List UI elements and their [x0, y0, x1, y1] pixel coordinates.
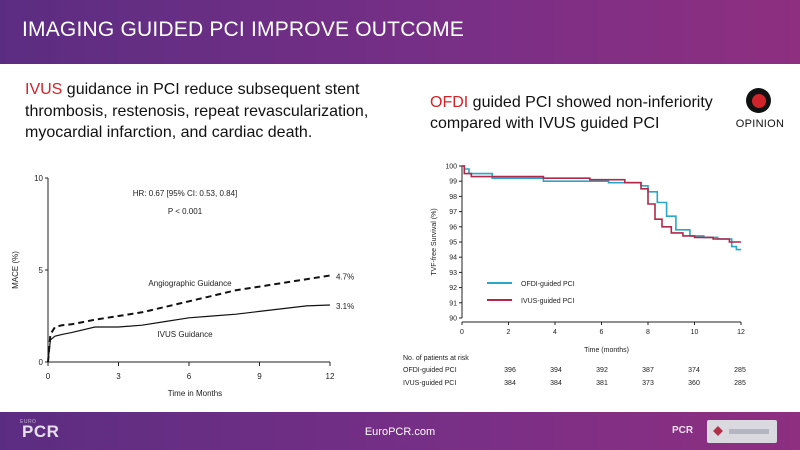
left-y-tick-label: 10	[34, 174, 43, 183]
risk-table-cell: 285	[734, 380, 746, 387]
left-x-tick-label: 6	[187, 372, 192, 381]
right-x-tick-label: 10	[691, 329, 699, 336]
right-y-tick-label: 95	[449, 240, 457, 247]
risk-table-cell: 394	[550, 367, 562, 374]
risk-table-cell: 373	[642, 380, 654, 387]
right-y-tick-label: 98	[449, 194, 457, 201]
left-y-tick-label: 5	[39, 266, 44, 275]
left-series-line-0	[47, 274, 331, 363]
opinion-dot-icon	[751, 93, 766, 108]
risk-table-cell: 374	[688, 367, 700, 374]
right-y-tick-label: 99	[449, 179, 457, 186]
risk-table-cell: 285	[734, 367, 746, 374]
left-p-annotation: P < 0.001	[168, 207, 203, 216]
left-x-axis-label: Time in Months	[168, 389, 222, 398]
left-x-tick-label: 12	[326, 372, 335, 381]
right-series-line-1	[462, 165, 741, 243]
right-x-tick-label: 6	[600, 329, 604, 336]
right-chart: 90 91 92 93 94 95 96 97 98 99 100 0 2 4 6 8 10 12 Time (mo…	[403, 164, 746, 388]
opinion-label: OPINION	[735, 118, 785, 130]
left-series-end-label-0: 4.7%	[336, 273, 354, 282]
slide-title: IMAGING GUIDED PCI IMPROVE OUTCOME	[22, 18, 464, 41]
risk-table-cell: 381	[596, 380, 608, 387]
right-x-axis-label: Time (months)	[584, 347, 629, 354]
risk-table-cell: 387	[642, 367, 654, 374]
left-series-line-1	[47, 304, 331, 363]
left-x-tick-label: 0	[46, 372, 51, 381]
left-statement: IVUS guidance in PCI reduce subsequent s…	[25, 79, 385, 144]
right-x-tick-label: 4	[553, 329, 557, 336]
right-body: guided PCI showed non-inferiority compar…	[430, 94, 713, 132]
left-hr-annotation: HR: 0.67 [95% CI: 0.53, 0.84]	[133, 189, 238, 198]
right-y-axis-label: TVF-free Survival (%)	[431, 208, 438, 275]
left-chart: 0 5 10 0 3 6 9 12 Time in Months MACE (%) HR: 0.67…	[11, 174, 354, 398]
risk-table-cell: 384	[504, 380, 516, 387]
left-x-tick-label: 9	[257, 372, 262, 381]
header-bar: IMAGING GUIDED PCI IMPROVE OUTCOME	[0, 0, 800, 64]
footer-url-link[interactable]: EuroPCR.com	[364, 426, 436, 438]
left-body: guidance in PCI reduce subsequent stent …	[25, 81, 369, 141]
right-y-tick-label: 90	[449, 316, 457, 323]
partner-logo	[707, 420, 777, 443]
risk-table-row-label-1: IVUS-guided PCI	[403, 380, 456, 387]
partner-mark-icon	[713, 426, 723, 436]
opinion-logo: OPINION	[730, 88, 790, 136]
footer-pcr-right-logo: PCR	[672, 425, 694, 436]
risk-table-row-label-0: OFDI-guided PCI	[403, 367, 457, 374]
right-x-tick-label: 0	[460, 329, 464, 336]
partner-wordmark	[729, 429, 769, 434]
opinion-circle-icon	[746, 88, 771, 113]
right-y-tick-label: 93	[449, 270, 457, 277]
risk-table-cell: 392	[596, 367, 608, 374]
right-statement: OFDI guided PCI showed non-inferiority c…	[430, 92, 730, 134]
right-y-tick-label: 92	[449, 285, 457, 292]
right-legend-label-1: IVUS-guided PCI	[521, 298, 574, 305]
risk-table-title: No. of patients at risk	[403, 355, 469, 362]
right-x-tick-label: 8	[646, 329, 650, 336]
footer-pcr-logo: PCR	[22, 422, 60, 441]
right-highlight: OFDI	[430, 94, 469, 111]
left-x-tick-label: 3	[116, 372, 121, 381]
right-y-tick-label: 96	[449, 224, 457, 231]
left-y-axis-label: MACE (%)	[11, 251, 20, 289]
right-y-tick-label: 100	[445, 164, 457, 171]
right-legend-label-0: OFDI-guided PCI	[521, 281, 575, 288]
risk-table-cell: 384	[550, 380, 562, 387]
right-x-tick-label: 2	[507, 329, 511, 336]
right-y-tick-label: 94	[449, 255, 457, 262]
right-x-tick-label: 12	[737, 329, 745, 336]
risk-table-cell: 396	[504, 367, 516, 374]
footer-bar: EURO PCR EuroPCR.com PCR	[0, 412, 800, 450]
right-y-tick-label: 97	[449, 209, 457, 216]
left-series-name-1: IVUS Guidance	[157, 330, 213, 339]
right-y-tick-label: 91	[449, 300, 457, 307]
left-series-end-label-1: 3.1%	[336, 302, 354, 311]
left-y-tick-label: 0	[39, 358, 44, 367]
risk-table-cell: 360	[688, 380, 700, 387]
footer-logo-small: EURO	[20, 419, 37, 425]
left-series-name-0: Angiographic Guidance	[148, 279, 232, 288]
left-highlight: IVUS	[25, 81, 63, 98]
